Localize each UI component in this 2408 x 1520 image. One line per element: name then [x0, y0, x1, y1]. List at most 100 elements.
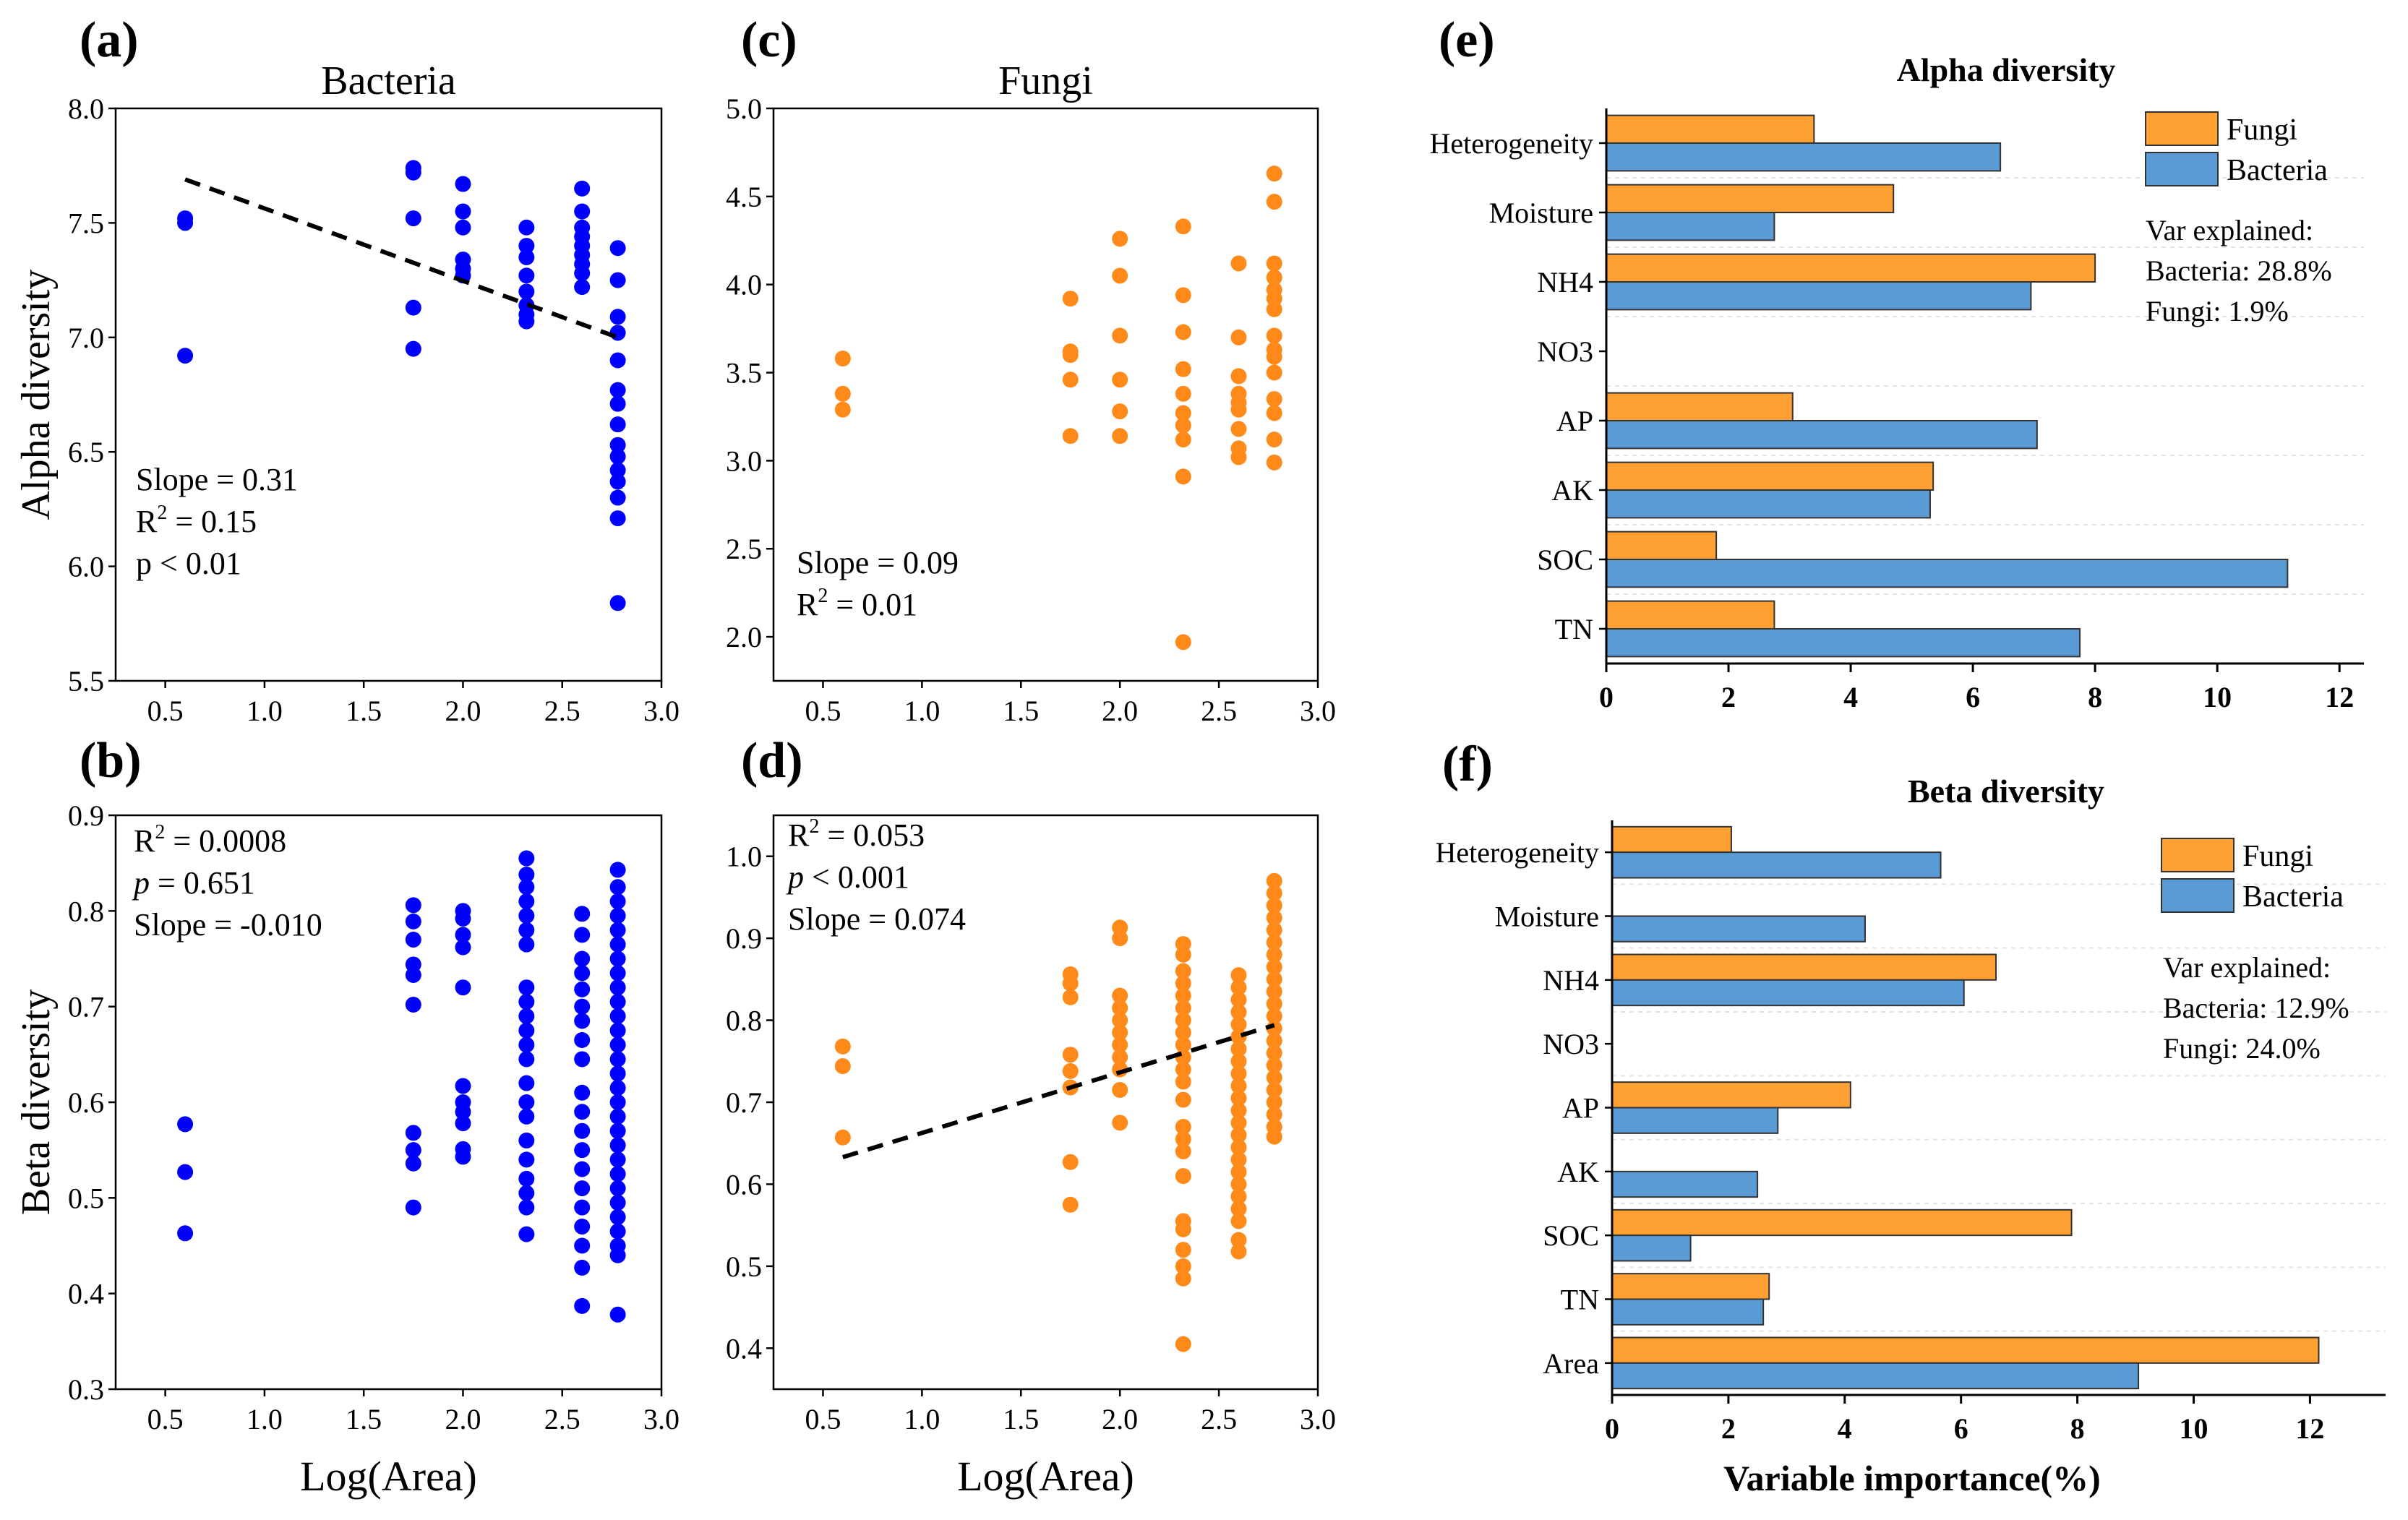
- data-point: [834, 401, 851, 418]
- data-point: [405, 966, 421, 983]
- category-label: NH4: [1537, 266, 1593, 299]
- data-point: [518, 994, 535, 1010]
- data-point: [518, 1151, 535, 1168]
- x-tick-label: 2.0: [1102, 695, 1138, 727]
- data-point: [1266, 1128, 1282, 1145]
- data-point: [609, 1051, 626, 1068]
- data-point: [518, 1075, 535, 1091]
- category-label: Heterogeneity: [1429, 127, 1593, 160]
- data-point: [1266, 431, 1282, 448]
- x-tick-label: 2: [1721, 681, 1736, 713]
- data-point: [1112, 1049, 1128, 1065]
- y-tick-label: 0.4: [726, 1332, 762, 1365]
- data-point: [609, 382, 626, 398]
- x-tick-label: 12: [2295, 1412, 2324, 1445]
- data-point: [609, 950, 626, 967]
- x-tick-label: 2.0: [445, 695, 481, 727]
- data-point: [1062, 1047, 1079, 1063]
- data-point: [609, 1247, 626, 1263]
- x-tick-label: 1.5: [346, 695, 382, 727]
- panel-label: (b): [80, 733, 142, 789]
- data-point: [609, 1223, 626, 1240]
- chart-title: Fungi: [998, 59, 1093, 103]
- x-tick-label: 0.5: [805, 1403, 841, 1435]
- y-tick-label: 4.0: [726, 269, 762, 301]
- x-tick-label: 1.0: [904, 1403, 940, 1435]
- legend-swatch: [2161, 838, 2235, 872]
- bar-bacteria: [1611, 1235, 1692, 1262]
- x-tick-label: 0.5: [147, 695, 184, 727]
- data-point: [518, 1185, 535, 1201]
- data-point: [1266, 269, 1282, 285]
- x-tick-label: 1.5: [346, 1403, 382, 1435]
- y-tick-label: 0.6: [68, 1086, 104, 1119]
- data-point: [609, 1180, 626, 1197]
- bar-fungi: [1611, 825, 1732, 854]
- data-point: [1266, 1032, 1282, 1049]
- data-point: [518, 1199, 535, 1216]
- panel-label: (f): [1442, 737, 1493, 792]
- category-label: TN: [1561, 1284, 1599, 1316]
- x-axis-label: Log(Area): [957, 1453, 1134, 1500]
- data-point: [405, 897, 421, 914]
- chart-title: Bacteria: [321, 59, 456, 103]
- bar-bacteria: [1606, 628, 2081, 658]
- data-point: [518, 1051, 535, 1068]
- data-point: [1266, 1044, 1282, 1061]
- var-explained-text: Bacteria: 12.9%: [2163, 992, 2349, 1024]
- data-point: [574, 279, 591, 296]
- x-tick-label: 1.5: [1003, 695, 1039, 727]
- var-explained-text: Var explained:: [2146, 214, 2313, 246]
- data-point: [518, 1036, 535, 1053]
- chart-title: Alpha diversity: [1897, 51, 2116, 88]
- y-tick-label: 0.6: [726, 1168, 762, 1201]
- data-point: [609, 936, 626, 953]
- trend-line: [184, 177, 619, 340]
- data-point: [1266, 327, 1282, 344]
- data-point: [1175, 1168, 1191, 1185]
- bar-fungi: [1606, 392, 1794, 421]
- data-point: [177, 1164, 194, 1180]
- data-point: [1175, 1258, 1191, 1274]
- data-point: [1230, 1016, 1247, 1033]
- data-point: [1175, 218, 1191, 235]
- data-point: [405, 932, 421, 948]
- data-point: [609, 1208, 626, 1225]
- data-point: [455, 1078, 471, 1094]
- bar-fungi: [1606, 184, 1895, 214]
- var-explained-text: Var explained:: [2163, 951, 2331, 984]
- bar-fungi: [1606, 114, 1815, 145]
- data-point: [1266, 1094, 1282, 1110]
- x-tick-label: 2.5: [544, 695, 580, 727]
- data-point: [1230, 967, 1247, 984]
- data-point: [1175, 946, 1191, 963]
- data-point: [609, 1194, 626, 1211]
- panel-d: (d) 0.5 1.0 1.5 2.0 2.5 3.0 0.4 0.5 0.6 0.7 0.8 0.9 1…: [726, 733, 1336, 1500]
- stat-text: R2 = 0.01: [797, 585, 917, 622]
- data-point: [455, 219, 471, 236]
- data-point: [1175, 431, 1191, 448]
- data-point: [609, 893, 626, 910]
- legend-swatch: [2161, 878, 2235, 913]
- data-point: [574, 950, 591, 967]
- x-tick-label: 0: [1599, 681, 1614, 713]
- data-point: [405, 913, 421, 929]
- panel-label: (a): [80, 12, 139, 68]
- bar-bacteria: [1606, 142, 2002, 172]
- data-point: [177, 215, 194, 231]
- x-tick-label: 1.0: [247, 1403, 283, 1435]
- category-label: NH4: [1543, 964, 1599, 997]
- data-point: [1112, 403, 1128, 420]
- data-point: [1266, 897, 1282, 914]
- data-point: [574, 180, 591, 197]
- legend-swatch: [2145, 152, 2219, 186]
- data-point: [455, 1148, 471, 1165]
- data-point: [455, 939, 471, 956]
- category-label: TN: [1555, 613, 1593, 645]
- data-point: [574, 1219, 591, 1235]
- data-point: [177, 348, 194, 364]
- category-label: AK: [1551, 474, 1593, 507]
- data-point: [1175, 361, 1191, 377]
- x-tick-label: 6: [1954, 1412, 1968, 1445]
- data-point: [834, 1129, 851, 1146]
